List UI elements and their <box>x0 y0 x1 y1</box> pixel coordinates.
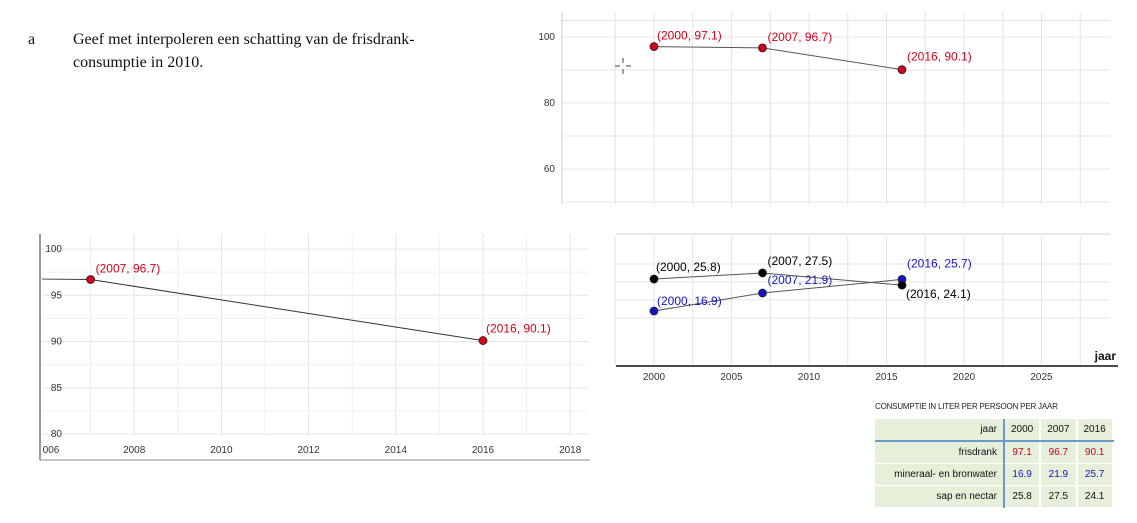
table-cell: 21.9 <box>1040 463 1078 486</box>
data-label: (2016, 25.7) <box>907 256 972 270</box>
data-point <box>758 268 767 278</box>
crosshair-cursor-icon <box>615 58 631 74</box>
x-tick-label: 2016 <box>472 445 495 456</box>
data-point <box>758 288 767 298</box>
table-cell: 24.1 <box>1076 485 1114 508</box>
y-tick-label: 85 <box>51 383 63 394</box>
table-caption: CONSUMPTIE IN LITER PER PERSOON PER JAAR <box>875 402 1058 411</box>
data-label: (2007, 96.7) <box>96 262 161 276</box>
data-point <box>897 280 907 290</box>
x-tick-label: 2020 <box>953 372 976 383</box>
table-row-label: sap en nectar <box>875 485 1005 508</box>
data-label: (2007, 27.5) <box>768 254 833 268</box>
data-point <box>897 65 907 75</box>
x-tick-label: 2018 <box>559 445 582 456</box>
data-point <box>478 336 488 345</box>
table-header-year: 2007 <box>1040 419 1078 442</box>
table-cell: 25.7 <box>1076 463 1114 486</box>
table-cell: 25.8 <box>1004 485 1042 508</box>
data-label: (2007, 21.9) <box>768 273 833 287</box>
x-tick-label: 2015 <box>875 372 898 383</box>
x-tick-label: 2008 <box>123 445 146 456</box>
data-label: (2016, 24.1) <box>906 287 971 301</box>
question-text: Geef met interpoleren een schatting van … <box>73 31 415 71</box>
y-tick-label: 100 <box>45 244 62 255</box>
table-row: mineraal- en bronwater 16.9 21.9 25.7 <box>875 463 1114 486</box>
y-tick-label: 90 <box>51 337 63 348</box>
y-tick-label: 80 <box>544 98 556 109</box>
data-point <box>649 306 659 316</box>
data-point <box>649 274 659 284</box>
table-header-year: 2016 <box>1076 419 1114 442</box>
table-header-label: jaar <box>875 419 1005 442</box>
table-row: sap en nectar 25.8 27.5 24.1 <box>875 485 1114 508</box>
data-label: (2007, 96.7) <box>768 30 833 44</box>
consumption-table: jaar 2000 2007 2016 frisdrank 97.1 96.7 … <box>875 419 1114 508</box>
y-tick-label: 95 <box>51 290 63 301</box>
series-line <box>90 279 484 342</box>
y-tick-label: 100 <box>538 32 555 43</box>
table-row-label: frisdrank <box>875 441 1005 464</box>
x-axis-title: jaar <box>1094 349 1117 363</box>
table-cell: 27.5 <box>1040 485 1078 508</box>
data-label: (2000, 25.8) <box>656 260 721 274</box>
x-tick-label: 2010 <box>798 372 821 383</box>
question-letter: a <box>28 31 36 48</box>
chart-panel <box>40 232 590 460</box>
table-cell: 90.1 <box>1076 441 1114 464</box>
table-cell: 96.7 <box>1040 441 1078 464</box>
table-cell: 16.9 <box>1004 463 1042 486</box>
table-row: frisdrank 97.1 96.7 90.1 <box>875 441 1114 464</box>
data-point <box>86 275 95 284</box>
data-point <box>758 43 767 53</box>
data-label: (2016, 90.1) <box>486 322 551 336</box>
x-tick-label: 2000 <box>643 372 666 383</box>
x-tick-label: 2012 <box>297 445 320 456</box>
data-point <box>649 42 659 51</box>
x-tick-label: 2014 <box>385 445 408 456</box>
y-tick-label: 80 <box>51 429 63 440</box>
consumption-table-panel: CONSUMPTIE IN LITER PER PERSOON PER JAAR… <box>875 402 1114 508</box>
table-cell: 97.1 <box>1004 441 1042 464</box>
series-line <box>653 46 903 71</box>
data-label: (2000, 97.1) <box>657 29 722 43</box>
table-header-row: jaar 2000 2007 2016 <box>875 419 1114 442</box>
x-tick-label: 2005 <box>720 372 743 383</box>
x-tick-label: 2010 <box>210 445 233 456</box>
table-header-year: 2000 <box>1004 419 1042 442</box>
y-tick-label: 60 <box>544 164 556 175</box>
data-label: (2000, 16.9) <box>657 294 722 308</box>
data-label: (2016, 90.1) <box>907 50 972 64</box>
table-row-label: mineraal- en bronwater <box>875 463 1005 486</box>
x-tick-label: 2025 <box>1030 372 1053 383</box>
x-tick-label: 006 <box>43 445 60 456</box>
